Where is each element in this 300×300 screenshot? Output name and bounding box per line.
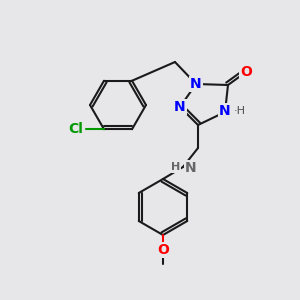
Text: N: N [219,104,231,118]
Text: H: H [171,162,180,172]
Text: O: O [240,65,252,79]
Text: N: N [185,161,196,175]
Text: ·H: ·H [234,106,246,116]
Text: O: O [157,243,169,257]
Text: N: N [174,100,186,114]
Text: Cl: Cl [68,122,83,136]
Text: N: N [190,77,202,91]
